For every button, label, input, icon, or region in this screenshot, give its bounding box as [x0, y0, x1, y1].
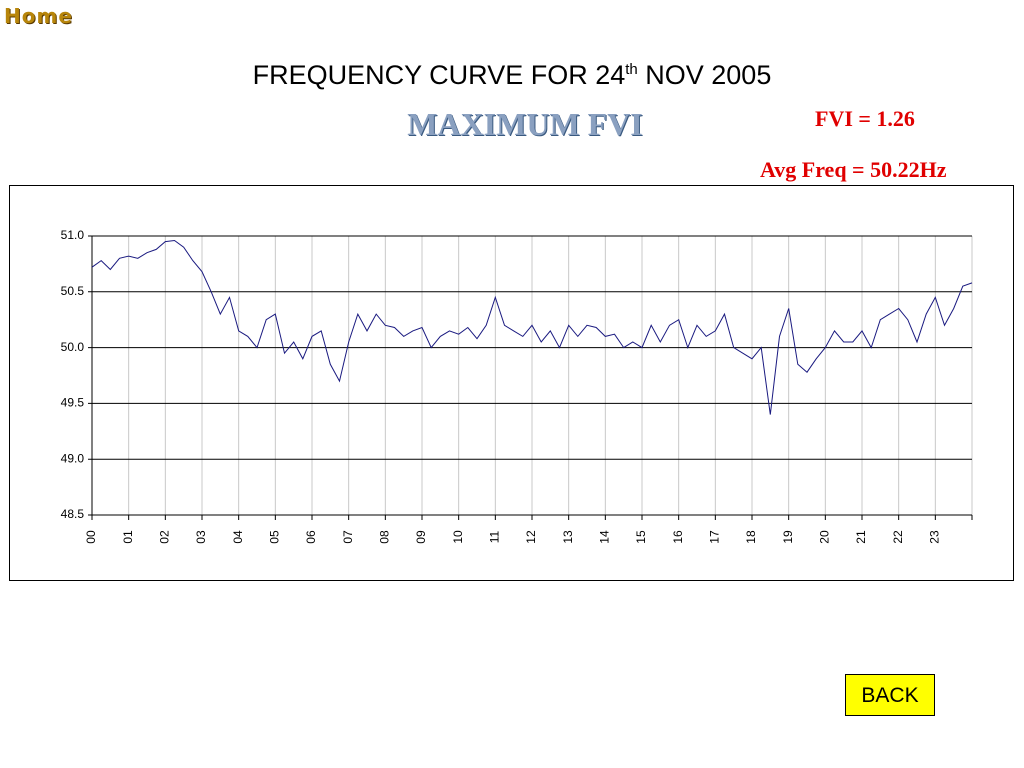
annotation: FVI = 1.26 [815, 106, 915, 131]
title-suffix: NOV 2005 [637, 60, 772, 90]
chart: 00 01 02 03 04 05 06 07 08 09 10 11 12 13 14 15 16 17 18 19… [9, 185, 1014, 581]
x-tick-label: 23 [928, 530, 942, 544]
x-tick-label: 19 [781, 530, 795, 544]
x-tick-label: 16 [671, 530, 685, 544]
annotation: Avg Freq = 50.22Hz [760, 157, 947, 182]
title: FREQUENCY CURVE FOR 24th NOV 2005 [0, 60, 1024, 91]
y-tick-label: 49.0 [61, 451, 85, 465]
x-tick-label: 02 [158, 530, 172, 544]
x-tick-label: 09 [414, 530, 428, 544]
y-tick-label: 48.5 [61, 507, 85, 521]
y-tick-label: 50.0 [61, 340, 85, 354]
x-tick-label: 17 [708, 530, 722, 544]
x-tick-label: 05 [268, 530, 282, 544]
back-button[interactable]: BACK [845, 674, 935, 716]
y-tick-label: 50.5 [61, 284, 85, 298]
x-tick-label: 12 [524, 530, 538, 544]
x-tick-label: 20 [818, 530, 832, 544]
chart-frame [9, 185, 1014, 581]
x-tick-label: 00 [84, 530, 98, 544]
frequency-line [91, 239, 973, 415]
x-tick-label: 03 [194, 530, 208, 544]
x-tick-label: 11 [488, 530, 502, 543]
title-superscript: th [625, 61, 638, 78]
x-tick-label: 18 [744, 530, 758, 544]
x-tick-label: 06 [304, 530, 318, 544]
title-text: FREQUENCY CURVE FOR 24 [252, 60, 626, 90]
x-tick-label: 13 [561, 530, 575, 544]
x-tick-label: 15 [634, 530, 648, 544]
x-tick-label: 08 [378, 530, 392, 544]
x-tick-label: 10 [451, 530, 465, 544]
x-tick-label: 07 [341, 530, 355, 544]
subtitle: MAXIMUM FVI [407, 106, 643, 142]
y-tick-label: 49.5 [61, 396, 85, 410]
x-tick-label: 04 [231, 530, 245, 544]
x-tick-label: 14 [598, 530, 612, 544]
y-tick-label: 51.0 [61, 228, 85, 242]
x-tick-label: 21 [854, 530, 868, 544]
x-tick-label: 01 [121, 530, 135, 544]
home-link[interactable]: Home [4, 4, 73, 28]
x-tick-label: 22 [891, 530, 905, 544]
